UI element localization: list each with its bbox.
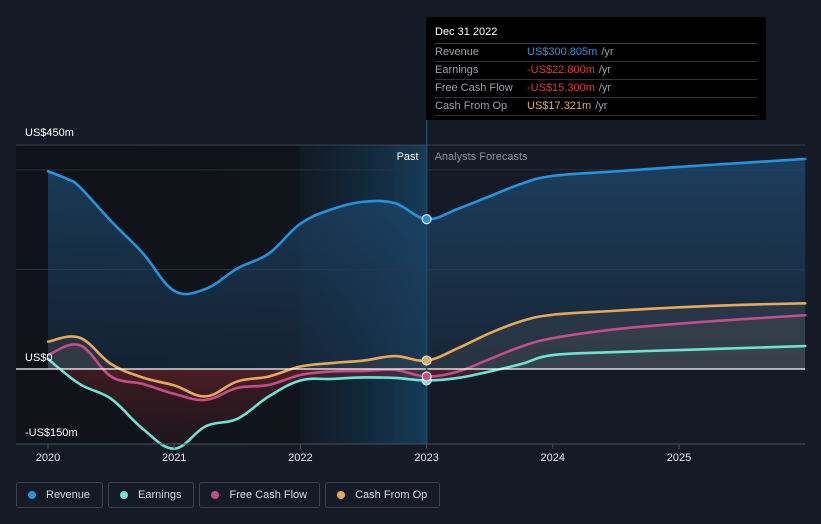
tooltip-label: Cash From Op [435,100,508,112]
earnings-positive-area [48,346,805,369]
legend-label: Free Cash Flow [229,489,308,501]
legend-item-free-cash-flow[interactable]: Free Cash Flow [199,482,321,508]
legend-dot-icon [337,491,346,499]
tooltip-row-free-cash-flow: Free Cash Flow -US$15.300m /yr [435,80,757,98]
y-label-top: US$450m [25,127,74,139]
legend-item-earnings[interactable]: Earnings [108,482,195,508]
x-tick-label: 2020 [36,452,60,464]
tooltip-value: -US$15.300m [527,82,595,94]
x-axis: 2020 2021 2022 2023 2024 2025 [16,443,805,464]
tooltip-value: US$17.321m [527,100,592,112]
tooltip-unit: /yr [598,82,612,94]
legend-item-cash-from-op[interactable]: Cash From Op [325,482,441,508]
tooltip-unit: /yr [598,64,612,76]
forecast-label: Analysts Forecasts [435,151,528,163]
y-label-zero: US$0 [25,352,53,364]
x-tick-label: 2023 [414,452,438,464]
past-label: Past [397,151,419,163]
revenue-marker [421,214,432,225]
tooltip-label: Revenue [435,46,480,58]
legend-label: Revenue [46,489,91,501]
tooltip-date: Dec 31 2022 [435,25,757,44]
tooltip-row-earnings: Earnings -US$22.800m /yr [435,62,757,80]
legend-label: Cash From Op [355,489,428,501]
y-label-bottom: -US$150m [25,427,78,439]
x-tick-label: 2025 [667,452,691,464]
cash-from-op-marker [421,355,432,366]
tooltip-row-cash-from-op: Cash From Op US$17.321m /yr [435,98,757,116]
legend-dot-icon [28,491,36,499]
tooltip-value: -US$22.800m [527,64,595,76]
revenue-line [46,157,807,296]
tooltip-unit: /yr [595,100,608,112]
x-tick-label: 2024 [541,452,565,464]
legend: Revenue Earnings Free Cash Flow Cash Fro… [16,482,441,508]
hover-markers [421,214,432,386]
legend-dot-icon [120,491,129,499]
legend-dot-icon [211,491,220,499]
free-cash-flow-line [46,313,807,402]
x-tick-label: 2022 [288,452,312,464]
free-cash-flow-negative-area [48,369,805,401]
legend-item-revenue[interactable]: Revenue [16,482,104,508]
cash-from-op-line [46,301,807,398]
tooltip-unit: /yr [601,46,614,58]
tooltip-label: Earnings [435,64,479,76]
x-tick-label: 2021 [162,452,186,464]
tooltip-row-revenue: Revenue US$300.805m /yr [435,44,757,62]
free-cash-flow-positive-area [48,315,805,369]
tooltip-value: US$300.805m [527,46,598,58]
free-cash-flow-marker [421,371,432,382]
legend-label: Earnings [138,489,182,501]
tooltip-label: Free Cash Flow [435,82,513,94]
tooltip: Dec 31 2022 Revenue US$300.805m /yr Earn… [426,17,766,120]
series-lines [46,157,807,450]
earnings-line [46,344,807,450]
